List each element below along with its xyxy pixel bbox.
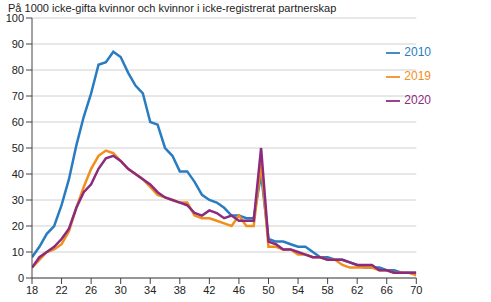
svg-text:30: 30 — [12, 194, 24, 206]
svg-text:60: 60 — [12, 116, 24, 128]
svg-text:70: 70 — [410, 284, 422, 296]
svg-text:0: 0 — [18, 272, 24, 284]
svg-text:66: 66 — [381, 284, 393, 296]
svg-text:62: 62 — [351, 284, 363, 296]
html-text:På 1000 icke-gifta kvinnor och: På 1000 icke-gifta kvinnor och kvinnor i… — [8, 2, 337, 14]
svg-text:90: 90 — [12, 38, 24, 50]
svg-text:70: 70 — [12, 90, 24, 102]
svg-text:38: 38 — [174, 284, 186, 296]
svg-text:26: 26 — [85, 284, 97, 296]
svg-text:22: 22 — [55, 284, 67, 296]
svg-text:46: 46 — [233, 284, 245, 296]
svg-text:42: 42 — [203, 284, 215, 296]
svg-text:20: 20 — [12, 220, 24, 232]
svg-text:18: 18 — [26, 284, 38, 296]
html-text:2010: 2010 — [404, 45, 431, 59]
svg-text:50: 50 — [262, 284, 274, 296]
svg-text:30: 30 — [115, 284, 127, 296]
svg-text:80: 80 — [12, 64, 24, 76]
svg-text:40: 40 — [12, 168, 24, 180]
html-text:2020: 2020 — [404, 93, 431, 107]
svg-text:58: 58 — [321, 284, 333, 296]
svg-text:100: 100 — [8, 12, 24, 24]
svg-text:34: 34 — [144, 284, 156, 296]
html-text:2019: 2019 — [404, 69, 431, 83]
svg-text:10: 10 — [12, 246, 24, 258]
svg-text:54: 54 — [292, 284, 304, 296]
svg-text:50: 50 — [12, 142, 24, 154]
